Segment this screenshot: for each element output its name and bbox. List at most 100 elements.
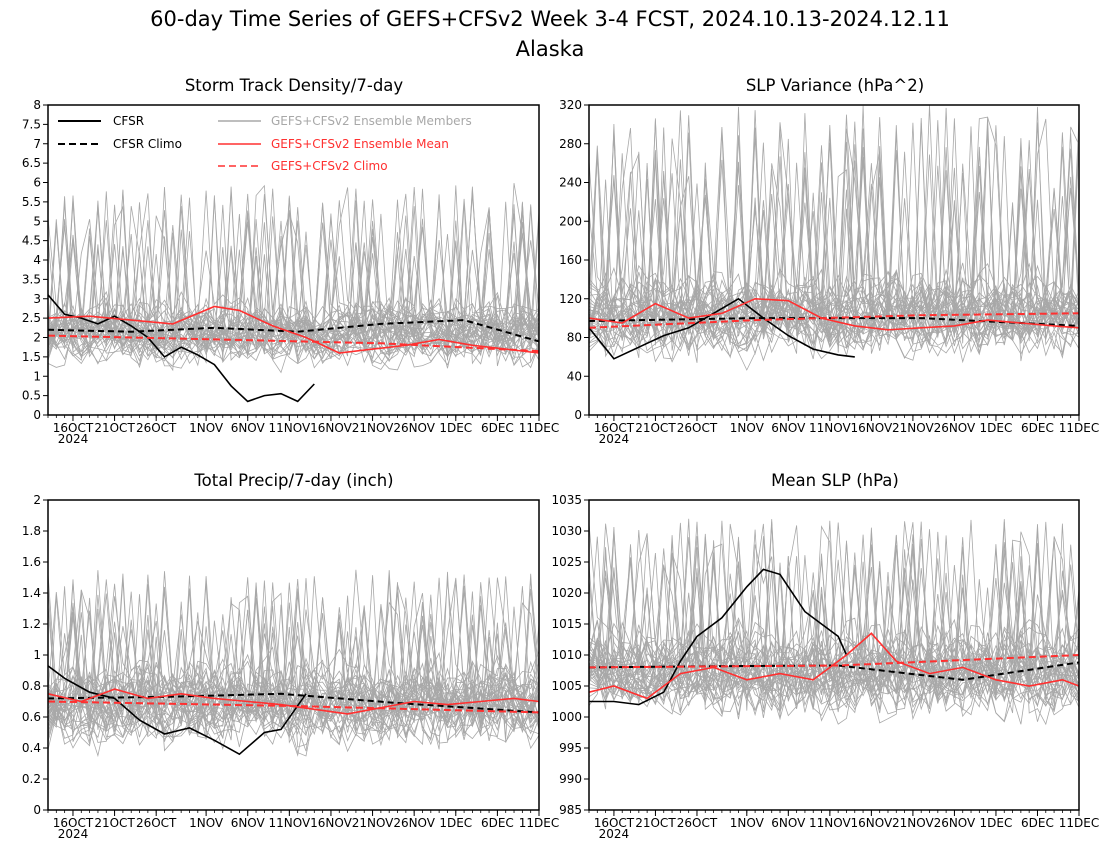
y-tick-label: 4.5 — [22, 234, 41, 248]
x-tick-label: 11DEC — [1059, 421, 1099, 435]
ensemble-member-line — [588, 110, 1080, 347]
series-line-gefs-cfsv2-ensemble-mean — [47, 305, 540, 354]
x-tick-label: 26NOV — [393, 421, 435, 435]
x-tick-label: 21OCT — [635, 421, 676, 435]
y-tick-label: 6 — [33, 176, 41, 190]
x-tick-label: 11DEC — [519, 421, 559, 435]
y-tick-label: 0 — [33, 408, 41, 422]
x-tick-label: 11DEC — [1059, 816, 1099, 830]
x-tick-label: 26NOV — [934, 421, 976, 435]
x-tick-label: 1DEC — [980, 421, 1013, 435]
ensemble-member-line — [47, 576, 540, 747]
x-tick-label: 6DEC — [481, 421, 514, 435]
legend-ens-mean-label: GEFS+CFSv2 Ensemble Mean — [271, 137, 449, 151]
legend-members-label: GEFS+CFSv2 Ensemble Members — [271, 114, 472, 128]
x-tick-label: 26OCT — [136, 816, 177, 830]
x-tick-label: 21NOV — [892, 421, 934, 435]
y-tick-label: 0.5 — [22, 389, 41, 403]
panel-total-precip: Total Precip/7-day (inch) 0 0.2 0.4 0.6 0.8 1… — [22, 471, 559, 841]
y-tick-label: 0.6 — [22, 710, 41, 724]
x-tick-label: 6NOV — [771, 421, 806, 435]
y-tick-label: 1015 — [551, 617, 582, 631]
y-tick-label: 1020 — [551, 586, 582, 600]
series-line-cfsr-climo — [47, 319, 540, 343]
ensemble-member-line — [588, 118, 1080, 354]
y-tick-label: 4 — [33, 253, 41, 267]
x-tick-label: 11NOV — [268, 421, 310, 435]
x-tick-label: 6DEC — [1021, 816, 1054, 830]
ensemble-member-line — [588, 126, 1080, 360]
y-tick-label: 0.4 — [22, 741, 41, 755]
panel-title: Mean SLP (hPa) — [771, 471, 899, 490]
x-tick-label: 21NOV — [352, 816, 394, 830]
y-tick-label: 0.8 — [22, 679, 41, 693]
plot-area: 985 990 995 1000 1005 1010 1015 1020 1025 1030 103… — [551, 493, 1099, 841]
x-tick-label: 1NOV — [730, 816, 765, 830]
y-tick-label: 3.5 — [22, 272, 41, 286]
ensemble-member-line — [47, 187, 540, 361]
y-tick-label: 985 — [559, 803, 582, 817]
x-year-label: 2024 — [58, 432, 89, 446]
x-tick-label: 21OCT — [635, 816, 676, 830]
x-tick-label: 16OCT — [594, 816, 635, 830]
y-tick-label: 3 — [33, 292, 41, 306]
x-tick-label: 6NOV — [231, 816, 266, 830]
series-line-gefs-cfsv2-climo — [588, 654, 1080, 669]
ensemble-member-line — [47, 583, 540, 743]
series-line-gefs-cfsv2-climo — [47, 700, 540, 714]
x-tick-label: 11NOV — [809, 421, 851, 435]
y-tick-label: 80 — [567, 331, 582, 345]
legend-gefs-climo-label: GEFS+CFSv2 Climo — [271, 159, 388, 173]
ensemble-members — [47, 569, 540, 758]
legend-cfsr-climo-label: CFSR Climo — [113, 137, 182, 151]
ensemble-member-line — [47, 579, 540, 753]
y-tick-label: 5.5 — [22, 195, 41, 209]
series-line-cfsr-climo — [588, 317, 1080, 327]
y-tick-label: 0.2 — [22, 772, 41, 786]
series-line-cfsr — [47, 665, 307, 756]
ensemble-member-line — [588, 529, 1080, 708]
ensemble-member-line — [47, 606, 540, 736]
y-tick-label: 200 — [559, 214, 582, 228]
x-tick-label: 21NOV — [892, 816, 934, 830]
x-tick-label: 26NOV — [393, 816, 435, 830]
x-tick-label: 11NOV — [809, 816, 851, 830]
series-line-gefs-cfsv2-ensemble-mean — [588, 297, 1080, 331]
x-tick-label: 16OCT — [594, 421, 635, 435]
ensemble-member-line — [47, 193, 540, 357]
y-tick-label: 1035 — [551, 493, 582, 507]
x-year-label: 2024 — [58, 827, 89, 841]
y-tick-label: 1.5 — [22, 350, 41, 364]
y-tick-label: 1 — [33, 648, 41, 662]
ensemble-member-line — [588, 522, 1080, 707]
ensemble-member-line — [588, 527, 1080, 721]
ensemble-member-line — [47, 571, 540, 750]
plot-area: 0 0.2 0.4 0.6 0.8 1 1.2 1.4 1.6 1.8 2 16OCT 21OCT 26O… — [22, 493, 559, 841]
ensemble-member-line — [588, 129, 1080, 353]
figure-subtitle: Alaska — [516, 37, 585, 61]
y-tick-label: 320 — [559, 98, 582, 112]
panel-storm-track-density: Storm Track Density/7-day 0 0.5 1 1.5 2 2.5 3 3… — [22, 76, 559, 446]
x-tick-label: 21OCT — [94, 816, 135, 830]
x-tick-label: 16NOV — [310, 816, 352, 830]
x-tick-label: 21OCT — [94, 421, 135, 435]
y-tick-label: 5 — [33, 214, 41, 228]
y-tick-label: 1.4 — [22, 586, 41, 600]
ensemble-member-line — [47, 195, 540, 366]
plot-area: 0 40 80 120 160 200 240 280 320 16OCT 21OCT 26OCT 1N… — [559, 98, 1099, 446]
y-tick-label: 990 — [559, 772, 582, 786]
y-tick-label: 1.6 — [22, 555, 41, 569]
x-tick-label: 6NOV — [231, 421, 266, 435]
y-tick-label: 0 — [33, 803, 41, 817]
series-line-cfsr — [588, 297, 855, 360]
y-tick-label: 1010 — [551, 648, 582, 662]
x-tick-label: 6NOV — [771, 816, 806, 830]
x-year-label: 2024 — [599, 827, 630, 841]
ensemble-member-line — [588, 158, 1080, 363]
y-tick-label: 240 — [559, 176, 582, 190]
y-tick-label: 40 — [567, 369, 582, 383]
ensemble-member-line — [588, 122, 1080, 362]
x-tick-label: 1DEC — [980, 816, 1013, 830]
x-tick-label: 16OCT — [53, 816, 94, 830]
